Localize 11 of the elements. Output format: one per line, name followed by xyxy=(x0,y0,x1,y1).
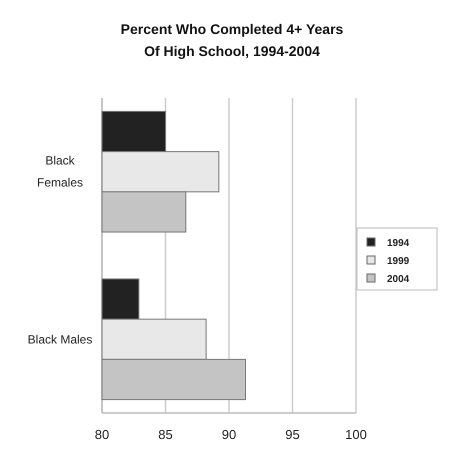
x-tick-label: 95 xyxy=(285,427,300,442)
legend-label: 2004 xyxy=(387,274,410,285)
chart-title: Percent Who Completed 4+ Years Of High School, 1994-2004 xyxy=(120,21,344,59)
y-tick-label: Black Males xyxy=(28,332,92,346)
legend-label: 1999 xyxy=(387,256,410,267)
x-tick-label: 85 xyxy=(158,427,173,442)
x-tick-label: 90 xyxy=(222,427,236,442)
x-tick-label: 80 xyxy=(94,427,110,442)
x-tick-label: 100 xyxy=(345,427,367,442)
y-tick-label: Black Females xyxy=(36,154,84,190)
legend-label: 1994 xyxy=(387,238,410,249)
